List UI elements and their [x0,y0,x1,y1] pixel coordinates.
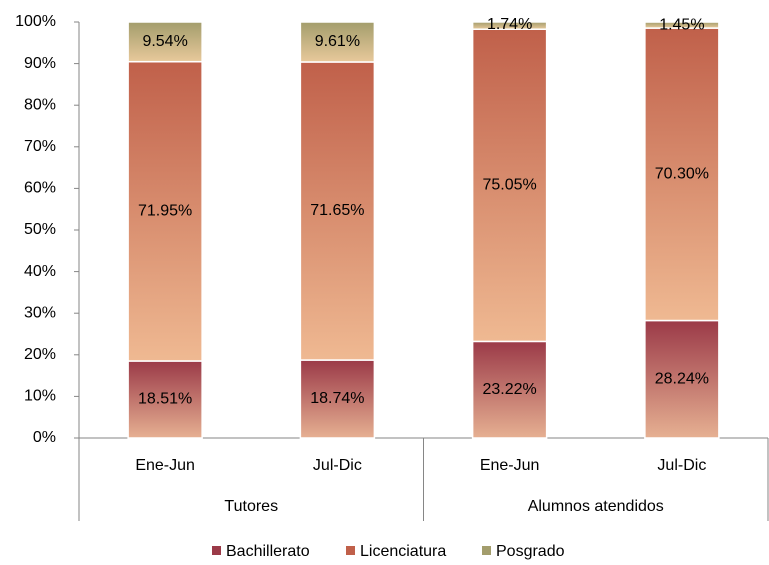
x-tick-label: Jul-Dic [657,457,706,474]
data-label: 23.22% [482,381,536,398]
legend-label: Licenciatura [360,543,446,560]
bar-segment [127,360,203,439]
bar-segment [299,21,376,63]
y-tick-label: 50% [24,221,56,238]
y-tick-label: 90% [24,55,56,72]
legend-swatch [346,546,355,555]
legend-label: Bachillerato [226,543,310,560]
data-label: 28.24% [655,370,709,387]
bar-segment [644,21,720,29]
bar-segment [471,21,548,30]
y-tick-label: 0% [33,429,56,446]
y-tick-label: 60% [24,180,56,197]
bar-segment [471,28,548,343]
legend-swatch [482,546,491,555]
bar-segment [299,61,376,361]
y-tick-label: 100% [15,13,56,30]
data-label: 1.45% [659,16,704,33]
x-tick-label: Jul-Dic [313,457,362,474]
bar-segment [471,340,548,439]
x-tick-label: Ene-Jun [135,457,195,474]
data-label: 18.51% [138,391,192,408]
x-tick-label: Ene-Jun [480,457,540,474]
y-tick-label: 40% [24,263,56,280]
data-label: 75.05% [482,177,536,194]
data-label: 9.61% [315,33,360,50]
data-label: 71.65% [310,202,364,219]
group-label: Alumnos atendidos [528,498,664,515]
bar-segment [127,21,203,63]
y-tick-label: 10% [24,388,56,405]
legend-label: Posgrado [496,543,565,560]
y-tick-label: 80% [24,96,56,113]
data-label: 1.74% [487,16,532,33]
legend-swatch [212,546,221,555]
y-tick-label: 70% [24,138,56,155]
bar-segment [644,319,720,439]
data-label: 70.30% [655,166,709,183]
bar-segment [299,359,376,439]
bar-segment [644,27,720,322]
data-label: 71.95% [138,203,192,220]
y-tick-label: 30% [24,304,56,321]
y-tick-label: 20% [24,346,56,363]
bar-segment [127,60,203,362]
group-label: Tutores [224,498,278,515]
data-label: 9.54% [142,33,187,50]
data-label: 18.74% [310,390,364,407]
